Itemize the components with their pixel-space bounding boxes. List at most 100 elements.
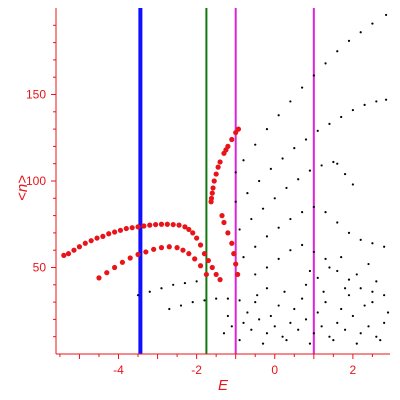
- red-point: [217, 277, 223, 283]
- black-point: [269, 167, 272, 170]
- black-point: [340, 256, 343, 259]
- black-point: [336, 221, 339, 224]
- black-point: [312, 205, 315, 209]
- black-point: [265, 128, 269, 131]
- black-point: [312, 332, 315, 335]
- black-point: [191, 301, 194, 304]
- black-point: [371, 242, 374, 245]
- black-point: [386, 311, 390, 314]
- red-point: [219, 213, 225, 219]
- black-point: [179, 304, 183, 307]
- red-point: [231, 251, 237, 257]
- black-point: [195, 280, 198, 283]
- red-point: [190, 230, 196, 236]
- black-point: [312, 74, 315, 77]
- black-point: [160, 287, 163, 290]
- black-point: [136, 294, 140, 297]
- black-point: [265, 287, 269, 290]
- black-point: [238, 339, 241, 342]
- red-point: [104, 270, 110, 276]
- black-point: [347, 231, 351, 234]
- black-point: [265, 235, 269, 238]
- red-point: [158, 221, 165, 227]
- black-point: [254, 301, 257, 304]
- black-point: [289, 249, 292, 252]
- red-point: [197, 263, 204, 269]
- black-point: [301, 86, 304, 89]
- red-point: [186, 226, 192, 233]
- black-point: [332, 339, 335, 342]
- red-point: [223, 147, 229, 153]
- black-point: [324, 211, 327, 214]
- red-point: [182, 224, 188, 230]
- red-point: [194, 235, 200, 241]
- red-point: [141, 223, 147, 229]
- red-point: [203, 271, 209, 278]
- black-point: [340, 307, 343, 311]
- red-point: [143, 249, 149, 255]
- red-point: [129, 225, 135, 231]
- black-point: [281, 157, 284, 160]
- black-point: [265, 332, 269, 335]
- black-point: [328, 122, 331, 126]
- y-tick-label: 100: [26, 174, 46, 188]
- black-point: [250, 328, 253, 331]
- red-point: [210, 185, 216, 191]
- black-point: [301, 243, 304, 247]
- red-point: [208, 199, 214, 205]
- black-point: [273, 197, 276, 200]
- black-point: [230, 325, 233, 328]
- vertical-lines: [138, 8, 315, 354]
- black-point: [273, 325, 276, 328]
- black-point: [234, 171, 237, 174]
- red-point: [235, 126, 242, 132]
- red-point: [166, 244, 172, 250]
- black-point: [261, 342, 265, 345]
- black-point: [254, 273, 257, 276]
- black-point: [328, 266, 331, 269]
- black-point: [234, 200, 237, 203]
- red-point: [135, 224, 141, 230]
- data-points: [61, 13, 390, 345]
- black-point: [324, 301, 327, 304]
- black-point: [246, 192, 249, 195]
- black-point: [277, 257, 280, 260]
- black-point: [254, 143, 257, 146]
- black-point: [281, 335, 284, 338]
- red-point: [197, 242, 204, 248]
- red-point: [201, 251, 208, 257]
- red-point: [71, 247, 77, 253]
- black-point: [324, 257, 327, 260]
- black-point: [301, 211, 304, 214]
- black-point: [359, 332, 362, 335]
- black-point: [269, 314, 272, 318]
- red-point: [170, 221, 176, 228]
- red-point: [229, 240, 235, 246]
- red-point: [65, 251, 72, 257]
- black-point: [355, 273, 358, 276]
- black-point: [343, 172, 347, 176]
- black-point: [359, 31, 362, 34]
- black-point: [172, 283, 175, 286]
- black-point: [226, 314, 229, 318]
- red-point: [174, 245, 180, 251]
- black-point: [359, 287, 362, 290]
- black-point: [383, 245, 386, 248]
- red-point: [217, 159, 223, 165]
- x-axis-title: E: [218, 377, 229, 394]
- black-point: [384, 13, 388, 17]
- black-point: [222, 332, 226, 335]
- black-point: [297, 328, 300, 331]
- red-point: [192, 256, 198, 262]
- red-point: [215, 164, 221, 170]
- black-point: [265, 266, 269, 269]
- black-point: [304, 138, 308, 141]
- black-point: [250, 217, 253, 221]
- black-point: [351, 183, 354, 186]
- black-point: [289, 217, 292, 221]
- red-point: [229, 136, 235, 143]
- red-point: [94, 235, 100, 241]
- red-point: [153, 221, 159, 228]
- black-point: [383, 321, 386, 324]
